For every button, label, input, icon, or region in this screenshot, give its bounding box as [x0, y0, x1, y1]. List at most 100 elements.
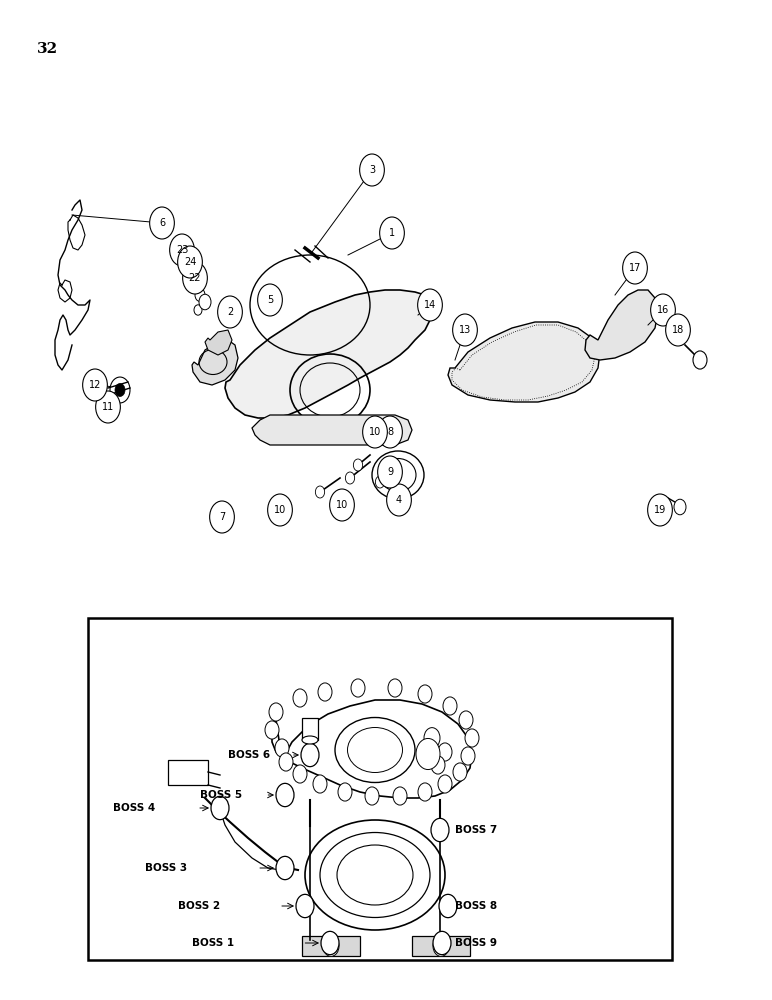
Text: BOSS 5: BOSS 5 [200, 790, 242, 800]
Circle shape [318, 683, 332, 701]
Circle shape [378, 456, 402, 488]
Text: 10: 10 [369, 427, 381, 437]
Bar [302, 718, 318, 740]
Text: 18: 18 [672, 325, 684, 335]
Text: 4: 4 [396, 495, 402, 505]
Circle shape [443, 697, 457, 715]
Circle shape [268, 494, 293, 526]
Circle shape [433, 931, 451, 955]
Circle shape [674, 499, 686, 515]
Circle shape [461, 747, 475, 765]
Ellipse shape [305, 820, 445, 930]
Circle shape [275, 739, 289, 757]
Circle shape [276, 783, 294, 807]
Text: BOSS 8: BOSS 8 [455, 901, 497, 911]
Text: 19: 19 [654, 505, 666, 515]
Text: 11: 11 [102, 402, 114, 412]
Circle shape [269, 703, 283, 721]
Circle shape [150, 207, 174, 239]
Polygon shape [252, 415, 412, 445]
Text: 10: 10 [274, 505, 286, 515]
Text: 10: 10 [336, 500, 348, 510]
Circle shape [83, 369, 107, 401]
Circle shape [330, 489, 354, 521]
Circle shape [431, 756, 445, 774]
Circle shape [258, 284, 283, 316]
Circle shape [194, 305, 202, 315]
Circle shape [623, 252, 648, 284]
Text: 3: 3 [369, 165, 375, 175]
Circle shape [316, 486, 325, 498]
Text: 17: 17 [629, 263, 642, 273]
Circle shape [393, 787, 407, 805]
Bar [168, 760, 208, 785]
Circle shape [351, 679, 365, 697]
Circle shape [693, 351, 707, 369]
Circle shape [363, 416, 388, 448]
Text: BOSS 3: BOSS 3 [145, 863, 187, 873]
Circle shape [452, 314, 477, 346]
Circle shape [424, 728, 440, 748]
Circle shape [380, 217, 405, 249]
Text: BOSS 7: BOSS 7 [455, 825, 497, 835]
Polygon shape [225, 290, 432, 418]
Circle shape [296, 894, 314, 918]
Text: 2: 2 [227, 307, 233, 317]
Circle shape [110, 377, 130, 403]
Circle shape [365, 787, 379, 805]
Circle shape [439, 894, 457, 918]
Circle shape [418, 685, 432, 703]
Circle shape [665, 314, 690, 346]
Text: 12: 12 [89, 380, 101, 390]
Circle shape [438, 743, 452, 761]
Text: 16: 16 [657, 305, 669, 315]
Text: 13: 13 [459, 325, 471, 335]
Text: 32: 32 [37, 42, 58, 56]
Ellipse shape [302, 736, 318, 744]
Polygon shape [192, 340, 238, 385]
Ellipse shape [372, 451, 424, 499]
Circle shape [354, 459, 363, 471]
Circle shape [323, 936, 339, 956]
Circle shape [375, 476, 384, 488]
Text: 14: 14 [424, 300, 436, 310]
Circle shape [387, 484, 411, 516]
Circle shape [279, 753, 293, 771]
Circle shape [453, 763, 467, 781]
Bar [88, 618, 672, 960]
Circle shape [338, 783, 352, 801]
Circle shape [648, 494, 672, 526]
Circle shape [465, 729, 479, 747]
Text: 9: 9 [387, 467, 393, 477]
Circle shape [301, 743, 319, 767]
Text: 1: 1 [389, 228, 395, 238]
Polygon shape [205, 330, 232, 355]
Circle shape [178, 246, 202, 278]
Circle shape [210, 501, 235, 533]
Polygon shape [272, 700, 472, 798]
Bar [302, 936, 360, 956]
Circle shape [115, 384, 125, 396]
Polygon shape [585, 290, 658, 360]
Bar [412, 936, 470, 956]
Circle shape [360, 154, 384, 186]
Circle shape [321, 931, 339, 955]
Circle shape [388, 679, 402, 697]
Circle shape [416, 738, 440, 770]
Text: 7: 7 [219, 512, 225, 522]
Ellipse shape [335, 718, 415, 782]
Text: 5: 5 [267, 295, 273, 305]
Circle shape [459, 711, 473, 729]
Text: BOSS 6: BOSS 6 [228, 750, 270, 760]
Circle shape [418, 289, 442, 321]
Circle shape [183, 262, 208, 294]
Circle shape [313, 775, 327, 793]
Text: 22: 22 [188, 273, 201, 283]
Circle shape [96, 391, 120, 423]
Circle shape [170, 234, 195, 266]
Circle shape [651, 294, 676, 326]
Circle shape [211, 796, 229, 820]
Circle shape [293, 689, 307, 707]
Circle shape [433, 936, 449, 956]
Circle shape [431, 818, 449, 842]
